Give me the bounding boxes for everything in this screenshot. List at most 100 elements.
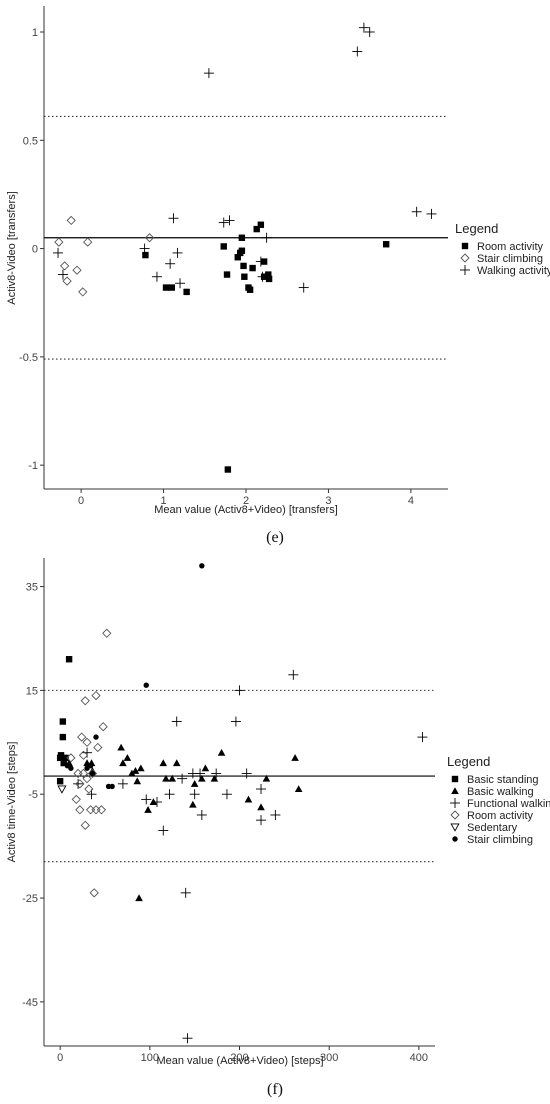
legend-title-e: Legend [455, 221, 498, 236]
point-walking-activity [426, 208, 437, 219]
point-room-activity [241, 273, 248, 280]
y-ticks-f: -45 -25 -5 15 35 [22, 582, 44, 1009]
point-room-activity [82, 774, 92, 784]
point-functional-walking [195, 768, 206, 779]
point-functional-walking [256, 784, 267, 795]
point-room-activity [91, 690, 101, 701]
legend-key-basic-standing [451, 775, 459, 783]
point-walking-activity [352, 46, 363, 57]
point-room-activity [91, 805, 101, 815]
point-room-activity [102, 628, 112, 638]
point-basic-walking [198, 774, 206, 782]
legend-label-functional-walking: Functional walking [467, 798, 550, 810]
point-basic-walking [190, 780, 199, 787]
point-walking-activity [411, 206, 422, 217]
point-room-activity [77, 732, 87, 742]
point-functional-walking [230, 716, 241, 727]
x-tick-label: 100 [141, 1052, 159, 1064]
panel-label-f: (f) [267, 1081, 283, 1098]
point-basic-walking [201, 764, 210, 772]
point-stair-climbing [87, 762, 94, 769]
x-tick-label: 2 [243, 495, 249, 507]
point-basic-walking [217, 748, 226, 756]
point-room-activity [93, 742, 103, 753]
y-axis-label-f: Activ8 time-Video [steps] [6, 742, 18, 863]
y-tick-label: -0.5 [19, 352, 38, 364]
point-stair-climbing [89, 770, 96, 777]
point-room-activity [265, 271, 272, 278]
x-tick-label: 0 [78, 495, 84, 507]
point-walking-activity [218, 217, 229, 228]
point-stair-climbing [62, 276, 72, 286]
point-room-activity [78, 768, 89, 779]
y-tick-label: 35 [26, 582, 38, 594]
point-stair-climbing [72, 265, 82, 275]
y-tick-label: -5 [28, 789, 38, 801]
point-basic-walking [123, 754, 132, 761]
point-basic-standing [65, 656, 73, 663]
point-basic-standing [56, 778, 64, 785]
x-axis-label-f: Mean value (Activ8+Video) [steps] [156, 1055, 323, 1067]
point-room-activity [98, 722, 108, 732]
point-basic-walking [117, 743, 125, 751]
point-basic-standing [59, 733, 67, 741]
point-functional-walking [177, 773, 188, 784]
legend-key-sedentary [450, 823, 460, 832]
x-ticks-f: 0 100 200 300 400 [57, 1046, 428, 1064]
legend-label-basic-walking: Basic walking [467, 786, 534, 798]
point-room-activity [89, 888, 99, 898]
point-sedentary [57, 785, 67, 794]
x-tick-label: 300 [320, 1052, 338, 1064]
point-room-activity [78, 750, 89, 760]
point-basic-walking [257, 803, 265, 811]
point-walking-activity [364, 26, 375, 37]
point-stair-climbing [68, 765, 74, 771]
point-stair-climbing [78, 287, 88, 297]
data-points-e [53, 22, 437, 473]
y-tick-label: -25 [22, 893, 38, 905]
point-basic-walking [119, 759, 127, 767]
point-functional-walking [256, 815, 267, 826]
point-functional-walking [288, 669, 299, 680]
point-room-activity [246, 286, 254, 293]
panel-label-e: (e) [266, 529, 284, 546]
reference-lines-f [44, 689, 435, 863]
point-basic-walking [294, 785, 303, 793]
point-stair-climbing [93, 734, 99, 740]
point-room-activity [80, 820, 90, 830]
x-tick-label: 3 [325, 495, 331, 507]
legend-label-room-activity: Room activity [467, 810, 534, 822]
point-walking-activity [57, 269, 68, 280]
point-functional-walking [189, 789, 200, 800]
x-tick-label: 200 [230, 1052, 248, 1064]
x-ticks-e: 0 1 2 3 4 [78, 489, 414, 507]
legend-label-sedentary: Sedentary [467, 822, 518, 834]
point-basic-walking [159, 759, 168, 767]
point-room-activity [66, 753, 76, 763]
point-walking-activity [255, 256, 266, 267]
y-tick-label: 1 [32, 27, 38, 39]
x-tick-label: 4 [408, 495, 414, 507]
point-basic-walking [137, 764, 145, 772]
point-functional-walking [211, 768, 222, 779]
point-functional-walking [117, 778, 128, 789]
point-basic-walking [244, 795, 253, 803]
point-functional-walking [221, 789, 232, 800]
point-stair-climbing [143, 682, 149, 688]
point-walking-activity [168, 213, 179, 224]
point-room-activity [224, 466, 232, 473]
point-basic-walking [210, 774, 219, 782]
point-basic-walking [189, 800, 197, 808]
legend-label-stair-climbing: Stair climbing [477, 253, 543, 265]
point-room-activity [265, 275, 273, 283]
point-walking-activity [298, 282, 309, 293]
point-room-activity [80, 696, 90, 706]
point-room-activity [253, 225, 260, 233]
point-room-activity [240, 262, 247, 270]
y-tick-label: -1 [28, 460, 38, 472]
point-room-activity [223, 271, 231, 278]
point-functional-walking [151, 797, 162, 807]
point-walking-activity [53, 247, 64, 258]
point-functional-walking [164, 789, 175, 800]
point-basic-standing [60, 759, 67, 767]
